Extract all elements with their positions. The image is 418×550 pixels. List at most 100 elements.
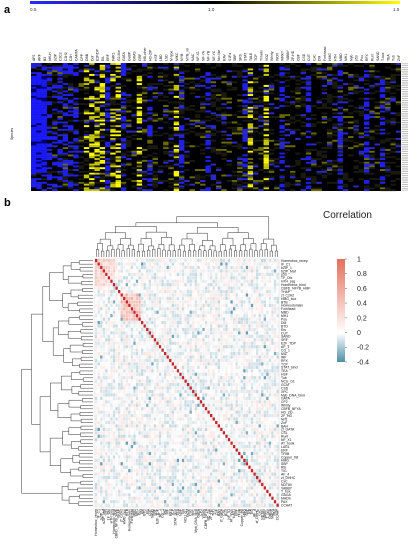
correlation-cell <box>95 276 98 280</box>
correlation-cell <box>222 290 226 294</box>
correlation-cell <box>97 310 100 314</box>
correlation-cell <box>217 317 220 321</box>
correlation-cell <box>97 262 100 266</box>
heatmap-a-cell <box>173 156 180 159</box>
correlation-cell <box>189 327 192 332</box>
correlation-cell <box>189 286 192 290</box>
heatmap-a-cell <box>68 88 74 91</box>
correlation-cell <box>210 303 213 307</box>
heatmap-a-cell <box>31 103 37 106</box>
correlation-cell <box>146 365 149 369</box>
heatmap-a-cell <box>364 75 370 78</box>
correlation-cell <box>261 345 264 349</box>
correlation-cell <box>135 376 139 380</box>
heatmap-a-cell <box>342 72 349 75</box>
heatmap-a-cell <box>200 119 206 122</box>
heatmap-a-cell <box>41 156 47 159</box>
heatmap-a-cell <box>237 72 243 75</box>
correlation-cell <box>123 307 126 311</box>
correlation-cell <box>220 310 223 314</box>
correlation-cell <box>138 283 141 287</box>
heatmap-a-cell <box>263 180 269 182</box>
correlation-cell <box>128 283 131 287</box>
dendrogram-branch <box>254 250 258 257</box>
correlation-cell <box>146 369 149 373</box>
heatmap-a-cell <box>279 169 285 171</box>
heatmap-a-cell <box>258 64 264 67</box>
correlation-cell <box>212 317 215 321</box>
heatmap-a-cell <box>179 134 185 137</box>
heatmap-a-cell <box>36 90 42 93</box>
heatmap-a-cell <box>369 75 375 78</box>
heatmap-a-cell <box>36 165 42 168</box>
heatmap-a-cell <box>327 101 333 104</box>
heatmap-a-cell <box>337 134 343 137</box>
correlation-cell <box>248 279 251 283</box>
correlation-cell <box>204 334 208 338</box>
species-row-tick <box>402 184 408 185</box>
heatmap-a-cell <box>348 139 354 142</box>
heatmap-a-cell <box>316 158 322 161</box>
heatmap-a-cell <box>89 79 95 82</box>
correlation-cell <box>268 324 272 328</box>
correlation-cell <box>110 334 113 338</box>
heatmap-a-cell <box>353 125 359 128</box>
correlation-cell <box>194 314 197 318</box>
heatmap-a-cell <box>99 84 106 87</box>
correlation-cell <box>197 276 200 280</box>
correlation-cell <box>263 283 266 287</box>
heatmap-a-cell <box>316 187 322 190</box>
heatmap-a-cell <box>337 150 343 153</box>
correlation-cell <box>125 293 128 297</box>
correlation-cell <box>161 372 164 376</box>
heatmap-a-cell <box>62 154 69 157</box>
heatmap-a-cell <box>369 64 375 67</box>
correlation-cell <box>222 283 226 287</box>
correlation-cell <box>130 352 134 356</box>
correlation-cell <box>151 334 154 338</box>
correlation-cell <box>222 324 226 328</box>
correlation-cell <box>273 352 277 356</box>
correlation-cell <box>133 362 136 366</box>
heatmap-a-cell <box>152 161 158 164</box>
correlation-cell <box>156 358 159 363</box>
heatmap-a-cell <box>258 101 264 104</box>
heatmap-a-cell <box>258 105 264 107</box>
correlation-cell <box>174 283 177 287</box>
correlation-cell <box>233 321 236 325</box>
heatmap-a-cell <box>290 132 296 135</box>
correlation-cell <box>158 265 162 270</box>
heatmap-a-cell <box>337 72 343 75</box>
correlation-cell <box>256 327 259 332</box>
correlation-cell <box>233 276 236 280</box>
dendrogram-branch <box>136 250 140 257</box>
correlation-cell <box>245 300 249 304</box>
heatmap-a-cell <box>210 77 217 80</box>
correlation-cell <box>256 334 259 338</box>
correlation-cell <box>197 327 200 332</box>
correlation-cell <box>230 348 233 352</box>
correlation-cell <box>115 331 118 335</box>
heatmap-a-cell <box>110 130 116 133</box>
correlation-cell <box>169 300 172 304</box>
heatmap-a-cell <box>237 180 243 182</box>
correlation-cell <box>169 324 172 328</box>
correlation-cell <box>199 369 203 373</box>
heatmap-a-cell <box>237 183 243 186</box>
heatmap-a-cell <box>221 158 227 161</box>
correlation-cell <box>143 265 146 270</box>
heatmap-a-cell <box>68 161 74 164</box>
correlation-cell <box>194 303 197 307</box>
correlation-cell <box>102 293 105 297</box>
heatmap-a-cell <box>36 150 42 153</box>
correlation-cell <box>240 327 243 332</box>
heatmap-a-cell <box>31 116 37 118</box>
correlation-cell <box>120 365 123 369</box>
heatmap-a-cell <box>374 101 380 104</box>
heatmap-a-cell <box>327 77 333 80</box>
dendrogram-branch <box>157 248 161 257</box>
heatmap-a-cell <box>68 181 74 184</box>
heatmap-a-cell <box>364 123 370 126</box>
heatmap-a-cell <box>115 97 121 100</box>
correlation-cell <box>143 348 146 352</box>
